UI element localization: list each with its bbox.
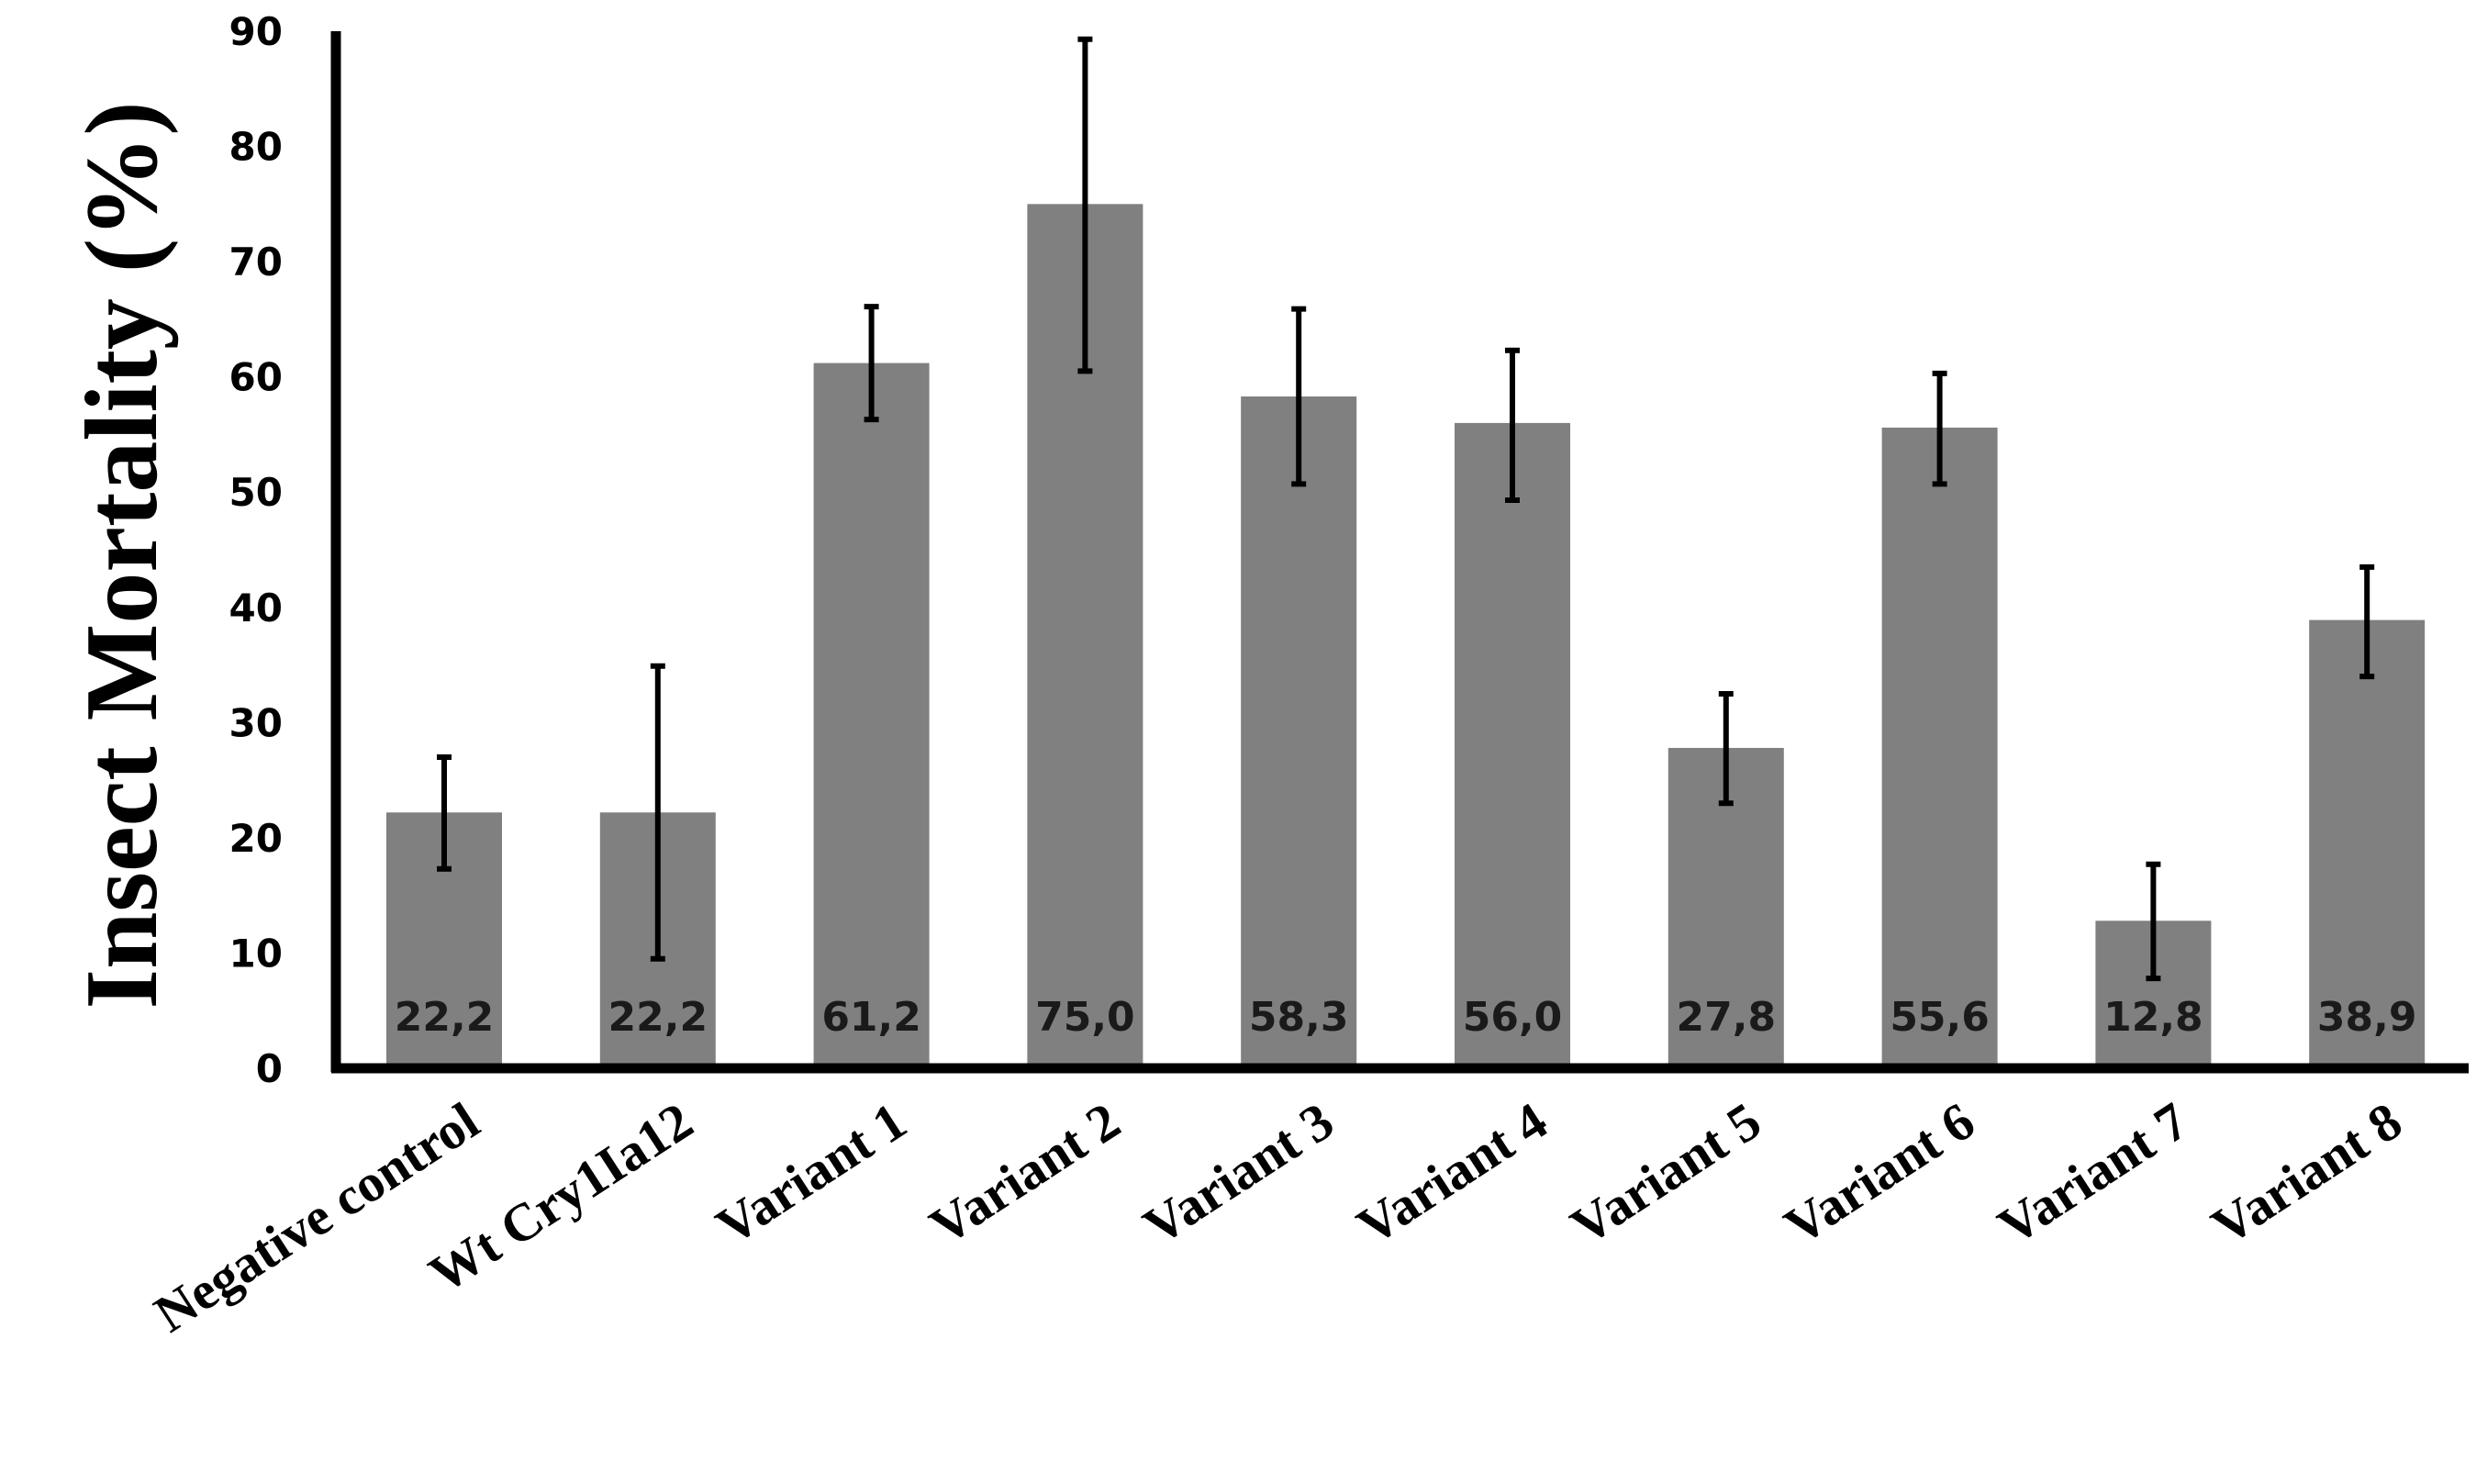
x-tick-label-6: Variant 4 — [1347, 1090, 1558, 1256]
y-tick-labels-layer: 0 10 20 30 40 50 60 70 80 90 — [229, 9, 283, 1091]
y-tick-label-40: 40 — [229, 586, 283, 630]
y-tick-label-20: 20 — [229, 816, 283, 861]
value-label-9: 12,8 — [2103, 994, 2203, 1041]
value-label-1: 22,2 — [395, 994, 495, 1041]
bar-3 — [813, 363, 930, 1069]
x-tick-label-1: Negative control — [144, 1090, 489, 1344]
error-bar-4 — [1077, 36, 1093, 374]
x-tick-label-10: Variant 8 — [2202, 1090, 2413, 1256]
axes-layer — [330, 31, 2469, 1074]
x-tick-label-5: Variant 3 — [1133, 1090, 1344, 1256]
y-tick-label-90: 90 — [229, 9, 283, 54]
error-bars-layer — [437, 36, 2375, 982]
value-label-2: 22,2 — [608, 994, 708, 1041]
error-bar-6 — [1505, 347, 1520, 504]
value-label-3: 61,2 — [821, 994, 921, 1041]
x-tick-label-3: Variant 1 — [706, 1090, 917, 1256]
y-tick-label-60: 60 — [229, 355, 283, 400]
y-axis-title: Insect Mortality (%) — [65, 101, 179, 1009]
value-label-10: 38,9 — [2317, 994, 2417, 1041]
x-tick-label-9: Variant 7 — [1988, 1090, 2199, 1256]
error-bar-3 — [864, 304, 879, 423]
y-tick-label-0: 0 — [256, 1046, 283, 1091]
x-tick-label-7: Variant 5 — [1560, 1090, 1771, 1256]
bar-8 — [1881, 427, 1998, 1068]
error-bar-8 — [1932, 370, 1947, 487]
error-bar-9 — [2146, 861, 2161, 982]
bar-10 — [2309, 619, 2426, 1068]
y-tick-label-80: 80 — [229, 125, 283, 170]
value-label-6: 56,0 — [1463, 994, 1563, 1041]
bar-6 — [1455, 422, 1570, 1068]
bar-5 — [1241, 396, 1357, 1068]
x-tick-label-4: Variant 2 — [920, 1090, 1131, 1256]
value-label-4: 75,0 — [1035, 994, 1135, 1041]
error-bar-5 — [1291, 306, 1307, 487]
y-tick-label-70: 70 — [229, 240, 283, 285]
error-bar-10 — [2359, 563, 2375, 680]
bars-layer — [386, 204, 2426, 1069]
y-tick-label-30: 30 — [229, 700, 283, 745]
x-tick-label-8: Variant 6 — [1774, 1090, 1985, 1256]
y-tick-label-50: 50 — [229, 470, 283, 515]
value-label-5: 58,3 — [1249, 994, 1349, 1041]
error-bar-7 — [1718, 690, 1734, 807]
value-labels-layer: 22,2 22,2 61,2 75,0 58,3 56,0 27,8 55,6 12,8 38,9 — [395, 994, 2417, 1041]
value-label-8: 55,6 — [1890, 994, 1990, 1041]
value-label-7: 27,8 — [1677, 994, 1777, 1041]
error-bar-1 — [437, 754, 452, 872]
y-tick-label-10: 10 — [229, 931, 283, 976]
error-bar-2 — [650, 663, 665, 962]
